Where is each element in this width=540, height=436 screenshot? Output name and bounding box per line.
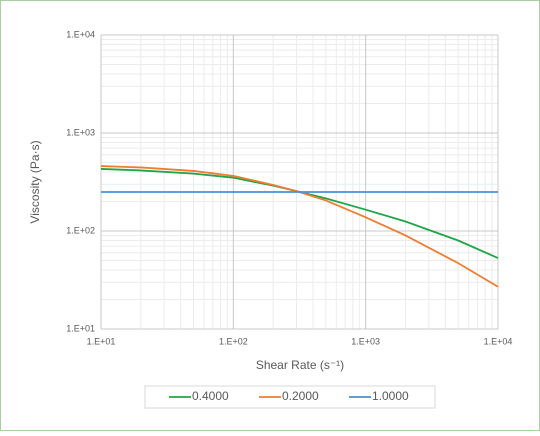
x-tick-label: 1.E+01	[87, 336, 116, 346]
legend-label: 1.0000	[372, 389, 409, 403]
y-tick-label: 1.E+04	[66, 29, 95, 39]
legend-label: 0.4000	[192, 389, 229, 403]
x-tick-label: 1.E+04	[484, 336, 513, 346]
legend-label: 0.2000	[282, 389, 319, 403]
y-tick-label: 1.E+02	[66, 225, 95, 235]
y-axis-title: Viscosity (Pa·s)	[28, 140, 42, 223]
x-axis-title: Shear Rate (s⁻¹)	[256, 358, 344, 372]
y-tick-label: 1.E+01	[66, 323, 95, 333]
x-tick-label: 1.E+03	[351, 336, 380, 346]
x-tick-label: 1.E+02	[219, 336, 248, 346]
y-tick-label: 1.E+03	[66, 127, 95, 137]
legend	[144, 385, 436, 409]
